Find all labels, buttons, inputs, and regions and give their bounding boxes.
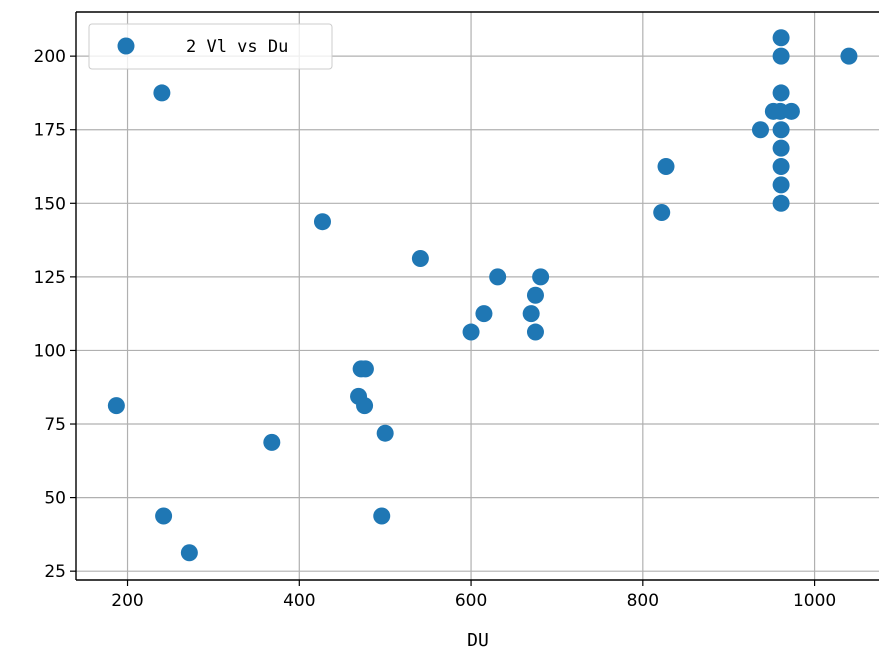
data-point xyxy=(475,305,493,323)
axes xyxy=(75,11,879,581)
data-point xyxy=(840,47,858,65)
x-tick-label: 1000 xyxy=(793,591,836,611)
data-point xyxy=(772,121,790,139)
data-point xyxy=(356,397,374,415)
data-point xyxy=(411,249,429,267)
y-tick-label: 175 xyxy=(34,121,66,141)
data-point xyxy=(522,305,540,323)
y-tick-label: 100 xyxy=(34,341,66,361)
legend-box xyxy=(88,23,333,70)
x-axis-label: DU xyxy=(467,630,489,651)
data-point xyxy=(107,397,125,415)
grid-lines xyxy=(76,12,879,580)
data-point xyxy=(526,286,544,304)
y-tick-label: 50 xyxy=(44,489,66,509)
data-point xyxy=(489,268,507,286)
data-point xyxy=(180,544,198,562)
data-point xyxy=(653,203,671,221)
data-point xyxy=(263,433,281,451)
y-tick-label: 150 xyxy=(34,194,66,214)
data-point xyxy=(153,84,171,102)
data-point xyxy=(772,47,790,65)
data-point xyxy=(462,323,480,341)
data-point xyxy=(772,176,790,194)
data-point xyxy=(657,158,675,176)
y-axis-ticks: 25 50 75 100 125 150 175 200 xyxy=(34,47,76,582)
y-tick-label: 75 xyxy=(44,415,66,435)
data-point xyxy=(532,268,550,286)
data-point xyxy=(155,507,173,525)
data-point xyxy=(772,84,790,102)
plot-background xyxy=(76,12,879,580)
data-point xyxy=(751,121,769,139)
x-tick-label: 600 xyxy=(455,591,487,611)
legend: 2 Vl vs Du xyxy=(88,23,333,70)
y-tick-label: 125 xyxy=(34,268,66,288)
data-point xyxy=(376,424,394,442)
legend-label: 2 Vl vs Du xyxy=(186,37,288,57)
data-point xyxy=(772,194,790,212)
x-tick-label: 800 xyxy=(627,591,659,611)
data-point xyxy=(772,158,790,176)
legend-marker xyxy=(117,37,135,55)
y-tick-label: 25 xyxy=(44,562,66,582)
x-axis-ticks: 200 400 600 800 1000 xyxy=(111,580,836,611)
data-points xyxy=(107,29,858,562)
data-point xyxy=(373,507,391,525)
data-point xyxy=(313,213,331,231)
data-point xyxy=(772,29,790,47)
data-point xyxy=(356,360,374,378)
x-tick-label: 200 xyxy=(111,591,143,611)
y-tick-label: 200 xyxy=(34,47,66,67)
data-point xyxy=(526,323,544,341)
data-point xyxy=(782,102,800,120)
data-point xyxy=(772,139,790,157)
x-tick-label: 400 xyxy=(283,591,315,611)
